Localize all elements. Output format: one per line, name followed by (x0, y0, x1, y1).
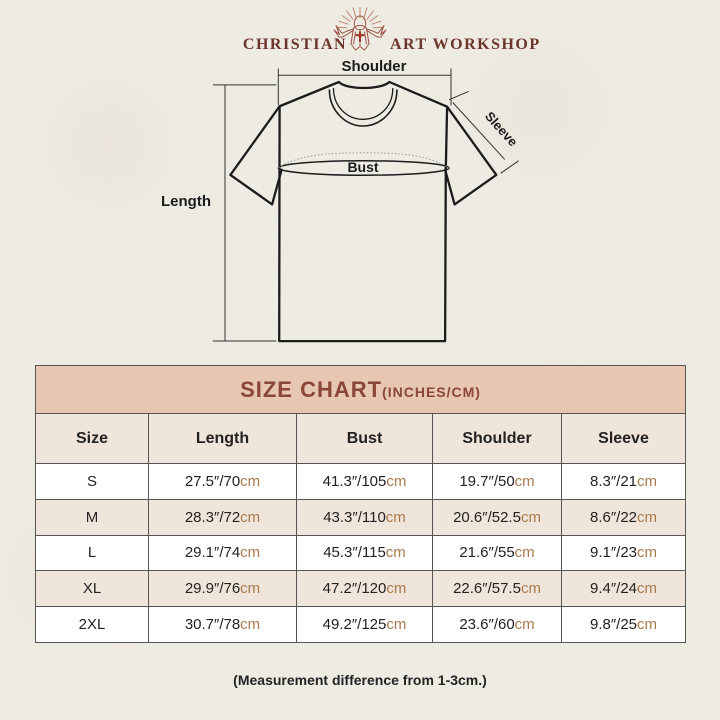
svg-text:Bust: Bust (347, 159, 378, 175)
svg-text:Shoulder: Shoulder (341, 58, 406, 75)
svg-text:Length: Length (161, 193, 211, 210)
svg-text:Sleeve: Sleeve (482, 109, 521, 150)
